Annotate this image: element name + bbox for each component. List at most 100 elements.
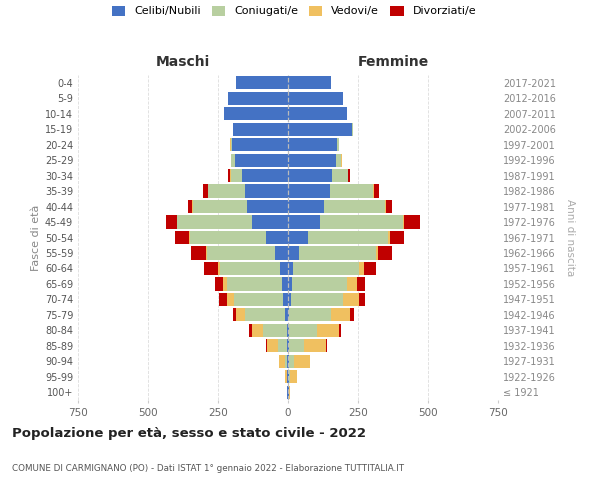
- Bar: [284, 354, 287, 368]
- Bar: [190, 231, 266, 244]
- Bar: [288, 293, 291, 306]
- Bar: [359, 262, 364, 275]
- Bar: [288, 246, 299, 260]
- Bar: [236, 76, 288, 90]
- Bar: [326, 340, 327, 352]
- Bar: [234, 293, 283, 306]
- Bar: [236, 308, 245, 322]
- Bar: [359, 293, 365, 306]
- Bar: [284, 370, 287, 384]
- Bar: [224, 107, 288, 120]
- Bar: [347, 278, 357, 290]
- Bar: [288, 200, 325, 213]
- Bar: [267, 340, 278, 352]
- Bar: [331, 308, 350, 322]
- Text: Popolazione per età, sesso e stato civile - 2022: Popolazione per età, sesso e stato civil…: [12, 428, 366, 440]
- Bar: [288, 184, 330, 198]
- Bar: [289, 386, 290, 399]
- Bar: [330, 184, 373, 198]
- Bar: [288, 138, 337, 151]
- Bar: [293, 262, 359, 275]
- Bar: [247, 200, 288, 213]
- Bar: [317, 324, 338, 337]
- Y-axis label: Anni di nascita: Anni di nascita: [565, 199, 575, 276]
- Bar: [289, 354, 294, 368]
- Bar: [336, 154, 341, 166]
- Bar: [266, 231, 288, 244]
- Bar: [288, 107, 347, 120]
- Bar: [332, 169, 347, 182]
- Bar: [285, 308, 288, 322]
- Bar: [288, 262, 293, 275]
- Bar: [175, 231, 189, 244]
- Bar: [292, 278, 347, 290]
- Bar: [350, 308, 354, 322]
- Bar: [288, 122, 352, 136]
- Bar: [245, 308, 285, 322]
- Bar: [343, 293, 359, 306]
- Bar: [378, 246, 392, 260]
- Bar: [251, 324, 263, 337]
- Text: COMUNE DI CARMIGNANO (PO) - Dati ISTAT 1° gennaio 2022 - Elaborazione TUTTITALIA: COMUNE DI CARMIGNANO (PO) - Dati ISTAT 1…: [12, 464, 404, 473]
- Bar: [204, 262, 218, 275]
- Bar: [289, 324, 317, 337]
- Bar: [191, 246, 206, 260]
- Bar: [294, 354, 310, 368]
- Bar: [289, 340, 304, 352]
- Bar: [376, 246, 378, 260]
- Bar: [337, 138, 338, 151]
- Bar: [223, 278, 227, 290]
- Bar: [288, 278, 292, 290]
- Bar: [290, 370, 297, 384]
- Bar: [208, 246, 275, 260]
- Bar: [373, 184, 374, 198]
- Bar: [287, 324, 288, 337]
- Bar: [227, 293, 234, 306]
- Bar: [263, 324, 287, 337]
- Bar: [288, 76, 331, 90]
- Bar: [288, 154, 336, 166]
- Bar: [233, 122, 288, 136]
- Bar: [215, 278, 223, 290]
- Bar: [291, 293, 343, 306]
- Bar: [178, 216, 251, 228]
- Bar: [289, 370, 290, 384]
- Bar: [279, 354, 284, 368]
- Bar: [288, 169, 332, 182]
- Bar: [288, 92, 343, 105]
- Bar: [245, 184, 288, 198]
- Bar: [374, 184, 379, 198]
- Bar: [208, 184, 245, 198]
- Bar: [325, 200, 385, 213]
- Bar: [266, 340, 267, 352]
- Bar: [403, 216, 404, 228]
- Bar: [203, 184, 208, 198]
- Bar: [242, 169, 288, 182]
- Legend: Celibi/Nubili, Coniugati/e, Vedovi/e, Divorziati/e: Celibi/Nubili, Coniugati/e, Vedovi/e, Di…: [112, 6, 476, 16]
- Bar: [308, 231, 388, 244]
- Bar: [235, 154, 288, 166]
- Bar: [275, 246, 288, 260]
- Bar: [233, 308, 236, 322]
- Bar: [389, 231, 404, 244]
- Bar: [278, 340, 287, 352]
- Bar: [280, 262, 288, 275]
- Bar: [218, 262, 220, 275]
- Bar: [166, 216, 176, 228]
- Bar: [282, 278, 288, 290]
- Bar: [283, 293, 288, 306]
- Bar: [228, 92, 288, 105]
- Bar: [176, 216, 178, 228]
- Bar: [388, 231, 389, 244]
- Bar: [338, 324, 341, 337]
- Bar: [189, 231, 190, 244]
- Bar: [228, 169, 230, 182]
- Text: Maschi: Maschi: [156, 55, 210, 69]
- Text: Femmine: Femmine: [358, 55, 428, 69]
- Bar: [404, 216, 421, 228]
- Bar: [288, 216, 320, 228]
- Bar: [288, 231, 308, 244]
- Bar: [249, 324, 251, 337]
- Bar: [219, 293, 227, 306]
- Bar: [352, 122, 353, 136]
